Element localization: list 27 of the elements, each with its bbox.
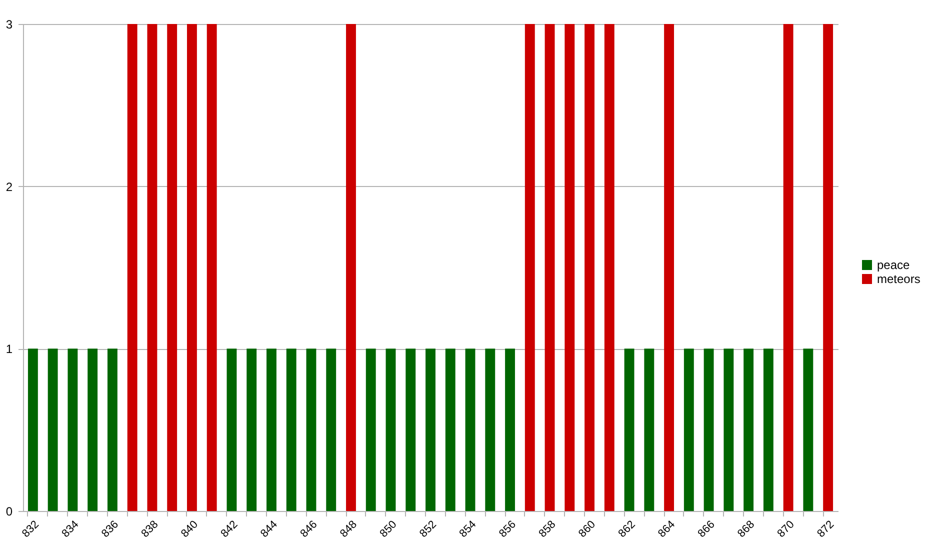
y-tick-label: 0 xyxy=(6,504,13,518)
x-tick-label: 866 xyxy=(696,518,718,540)
x-tick-label: 846 xyxy=(298,518,320,540)
x-tick-label: 852 xyxy=(418,518,439,540)
x-tick-label: 872 xyxy=(815,518,837,540)
y-tick-label: 2 xyxy=(6,180,13,194)
legend-label: peace xyxy=(877,258,910,272)
x-tick-label: 848 xyxy=(338,518,360,540)
x-tick-label: 836 xyxy=(99,518,121,540)
x-tick-label: 840 xyxy=(178,518,200,540)
x-tick-label: 854 xyxy=(457,518,479,540)
x-tick-label: 850 xyxy=(378,518,400,540)
x-tick-label: 842 xyxy=(218,518,240,540)
y-tick-label: 1 xyxy=(6,342,13,356)
x-tick-label: 834 xyxy=(60,518,82,540)
x-tick-label: 856 xyxy=(497,518,518,540)
x-tick-label: 838 xyxy=(139,518,161,540)
x-tick-label: 868 xyxy=(736,518,758,540)
x-tick-label: 860 xyxy=(576,518,598,540)
x-tick-label: 862 xyxy=(616,518,638,540)
x-tick-label: 870 xyxy=(775,518,797,540)
y-tick-label: 3 xyxy=(6,18,13,32)
legend-label: meteors xyxy=(877,272,920,286)
x-tick-label: 858 xyxy=(536,518,558,540)
x-tick-label: 864 xyxy=(656,518,678,540)
x-tick-label: 844 xyxy=(258,518,280,540)
x-tick-label: 832 xyxy=(20,518,42,540)
